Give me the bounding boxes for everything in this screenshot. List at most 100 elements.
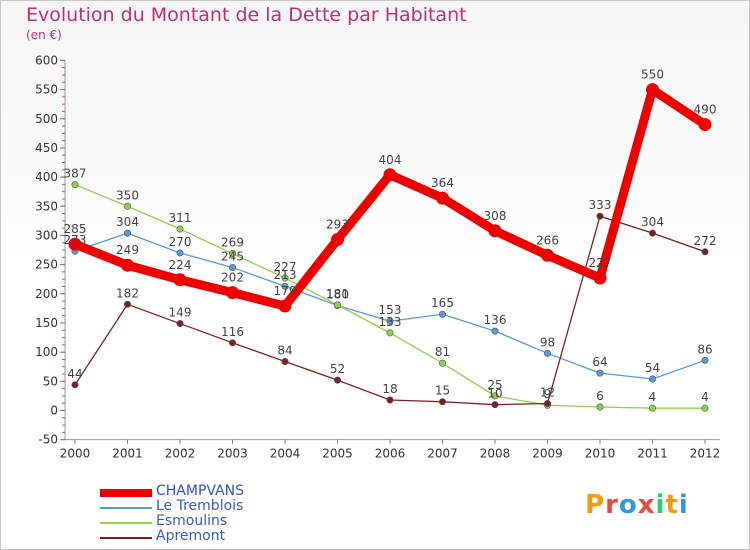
y-tick-label: 500 [35,112,58,126]
data-point-esmoulins [229,250,237,258]
data-point-esmoulins [438,359,446,367]
data-point-apremont [281,357,289,365]
data-point-apremont [124,300,132,308]
y-tick-label: 550 [35,83,58,97]
data-point-esmoulins [333,301,341,309]
y-tick-label: -50 [38,433,58,447]
y-tick-label: 450 [35,141,58,155]
data-point-champvans [383,168,397,182]
data-label-champvans: 364 [431,176,454,190]
chart-title: Evolution du Montant de la Dette par Hab… [26,4,467,26]
data-label-le-tremblois: 54 [645,361,660,375]
y-tick-label: 50 [43,374,58,388]
data-point-apremont [333,376,341,384]
legend-label: Esmoulins [156,513,228,529]
data-label-esmoulins: 133 [379,315,402,329]
data-point-champvans [593,271,607,285]
y-tick-label: 250 [35,258,58,272]
legend-swatch [100,507,152,509]
data-point-esmoulins [281,274,289,282]
x-tick-label: 2002 [165,447,196,461]
logo-letter: i [678,490,689,520]
data-point-le-tremblois [543,349,551,357]
x-tick-label: 2003 [217,447,248,461]
y-tick-label: 600 [35,53,58,67]
logo-letter: i [655,490,666,520]
logo-letter: t [665,490,679,520]
x-tick-label: 2000 [60,447,91,461]
y-tick-label: 100 [35,345,58,359]
data-point-le-tremblois [386,317,394,325]
data-point-esmoulins [386,329,394,337]
data-label-champvans: 293 [326,218,349,232]
data-label-champvans: 224 [169,258,192,272]
data-point-champvans [541,248,554,262]
data-label-champvans: 227 [589,256,612,270]
data-label-apremont: 10 [487,387,502,401]
y-tick-label: 200 [35,287,58,301]
data-label-esmoulins: 6 [596,389,604,403]
data-point-esmoulins [491,392,499,400]
data-label-champvans: 550 [641,68,664,82]
data-label-le-tremblois: 273 [64,233,87,247]
data-point-le-tremblois [491,327,499,335]
data-label-apremont: 272 [694,234,717,248]
data-point-le-tremblois [701,356,709,364]
data-label-le-tremblois: 304 [116,215,139,229]
data-label-le-tremblois: 98 [540,335,555,349]
legend-swatch [100,489,152,497]
data-point-champvans [698,118,712,132]
data-label-le-tremblois: 245 [221,250,244,264]
data-point-le-tremblois [438,310,446,318]
y-tick-label: 300 [35,228,58,242]
data-label-champvans: 266 [536,233,559,247]
data-label-apremont: 44 [67,367,82,381]
data-label-esmoulins: 25 [487,378,502,392]
x-tick-label: 2001 [112,447,143,461]
data-label-le-tremblois: 270 [169,235,192,249]
data-point-esmoulins [71,181,79,189]
data-point-le-tremblois [176,249,184,257]
data-label-esmoulins: 311 [169,211,192,225]
data-label-apremont: 84 [277,343,292,357]
data-point-le-tremblois [229,264,237,272]
data-label-apremont: 18 [382,382,397,396]
data-point-le-tremblois [596,369,604,377]
chart-unit: (en €) [26,28,62,42]
proxiti-logo: Proxiti [585,490,689,520]
x-tick-label: 2004 [270,447,301,461]
legend-label: CHAMPVANS [156,483,245,499]
data-label-esmoulins: 350 [116,188,139,202]
data-point-champvans [173,273,187,287]
data-point-apremont [386,396,394,404]
data-point-apremont [438,398,446,406]
data-label-apremont: 12 [540,385,555,399]
data-label-le-tremblois: 153 [379,303,402,317]
logo-letter: o [618,490,638,520]
data-label-le-tremblois: 180 [326,287,349,301]
data-label-champvans: 249 [116,243,139,257]
legend-label: Apremont [156,528,226,544]
data-point-esmoulins [176,225,184,233]
data-point-champvans [68,237,82,251]
y-tick-label: 400 [35,170,58,184]
data-point-champvans [331,233,344,247]
data-point-champvans [121,258,134,272]
data-point-apremont [701,248,709,256]
data-point-le-tremblois [648,375,656,383]
data-point-champvans [278,299,292,313]
data-label-apremont: 149 [169,306,192,320]
data-label-esmoulins: 181 [326,287,349,301]
data-point-le-tremblois [124,229,132,237]
data-point-apremont [491,401,499,409]
logo-letter: x [637,490,656,520]
x-tick-label: 2007 [427,447,458,461]
data-label-esmoulins: 4 [701,390,709,404]
data-label-esmoulins: 4 [649,390,657,404]
x-tick-label: 2011 [637,447,668,461]
data-label-esmoulins: 9 [544,387,552,401]
data-point-champvans [488,224,502,238]
